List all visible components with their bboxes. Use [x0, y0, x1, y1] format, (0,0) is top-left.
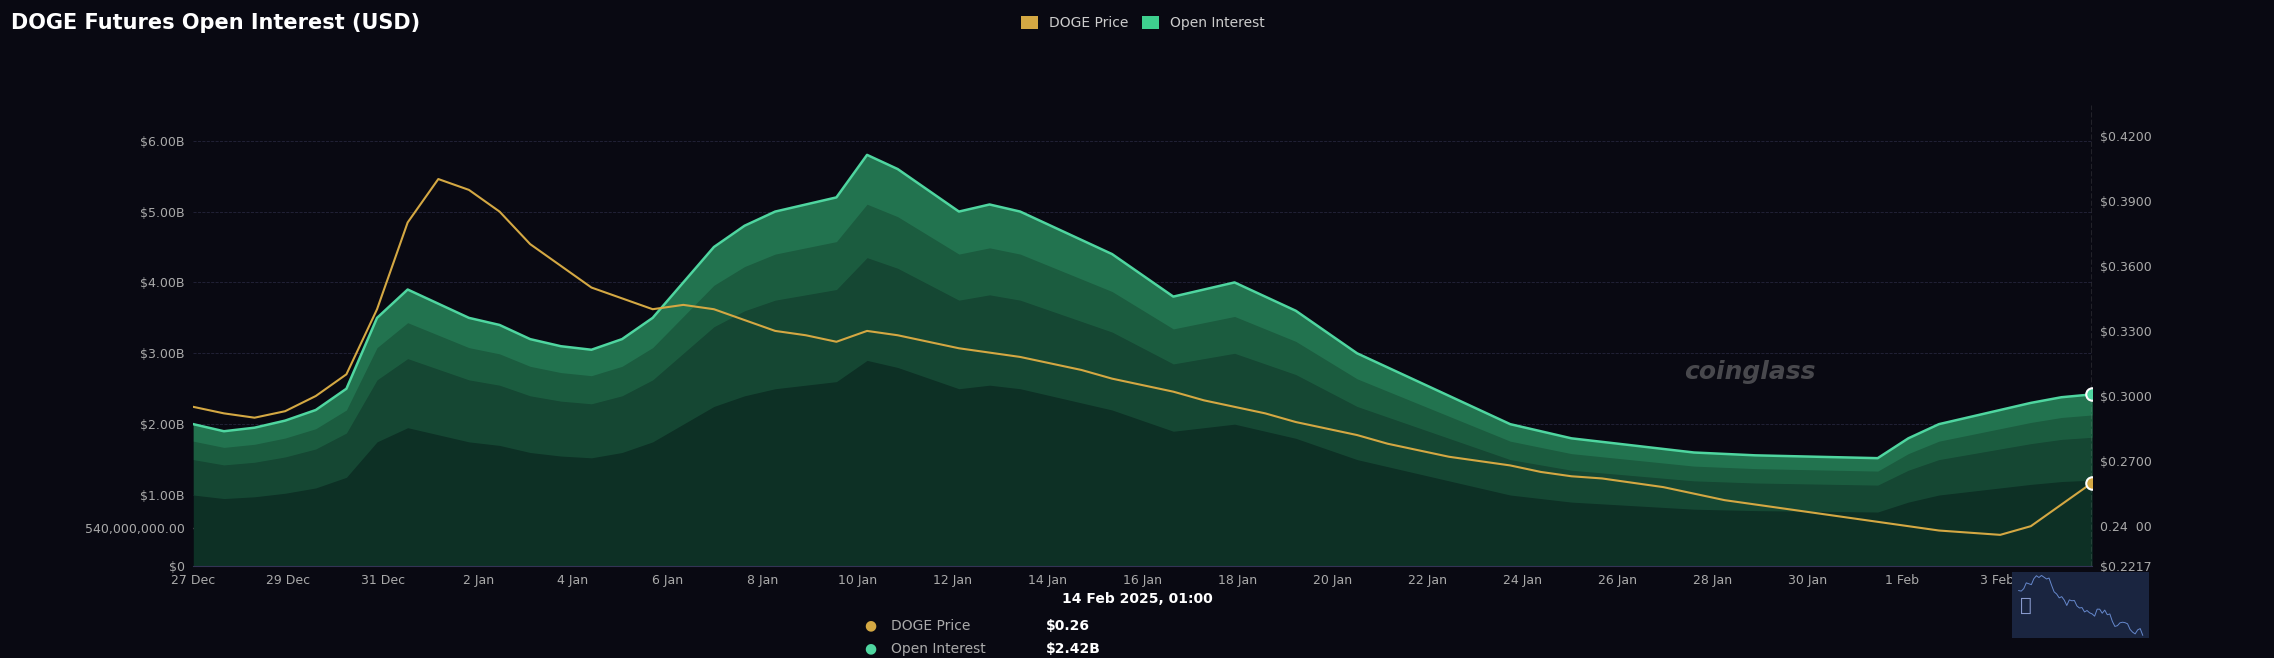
Legend: DOGE Price, Open Interest: DOGE Price, Open Interest [1016, 11, 1269, 36]
Text: ●: ● [864, 619, 875, 632]
Text: ⏸: ⏸ [2019, 596, 2033, 615]
Text: ●: ● [864, 642, 875, 655]
Text: Open Interest: Open Interest [891, 642, 987, 655]
Text: DOGE Price: DOGE Price [891, 619, 971, 632]
Text: coinglass: coinglass [1685, 361, 1817, 384]
Text: DOGE Futures Open Interest (USD): DOGE Futures Open Interest (USD) [11, 13, 421, 33]
Text: $0.26: $0.26 [1046, 619, 1089, 632]
Text: 14 Feb 2025, 01:00: 14 Feb 2025, 01:00 [1062, 592, 1212, 606]
Text: $2.42B: $2.42B [1046, 642, 1101, 655]
